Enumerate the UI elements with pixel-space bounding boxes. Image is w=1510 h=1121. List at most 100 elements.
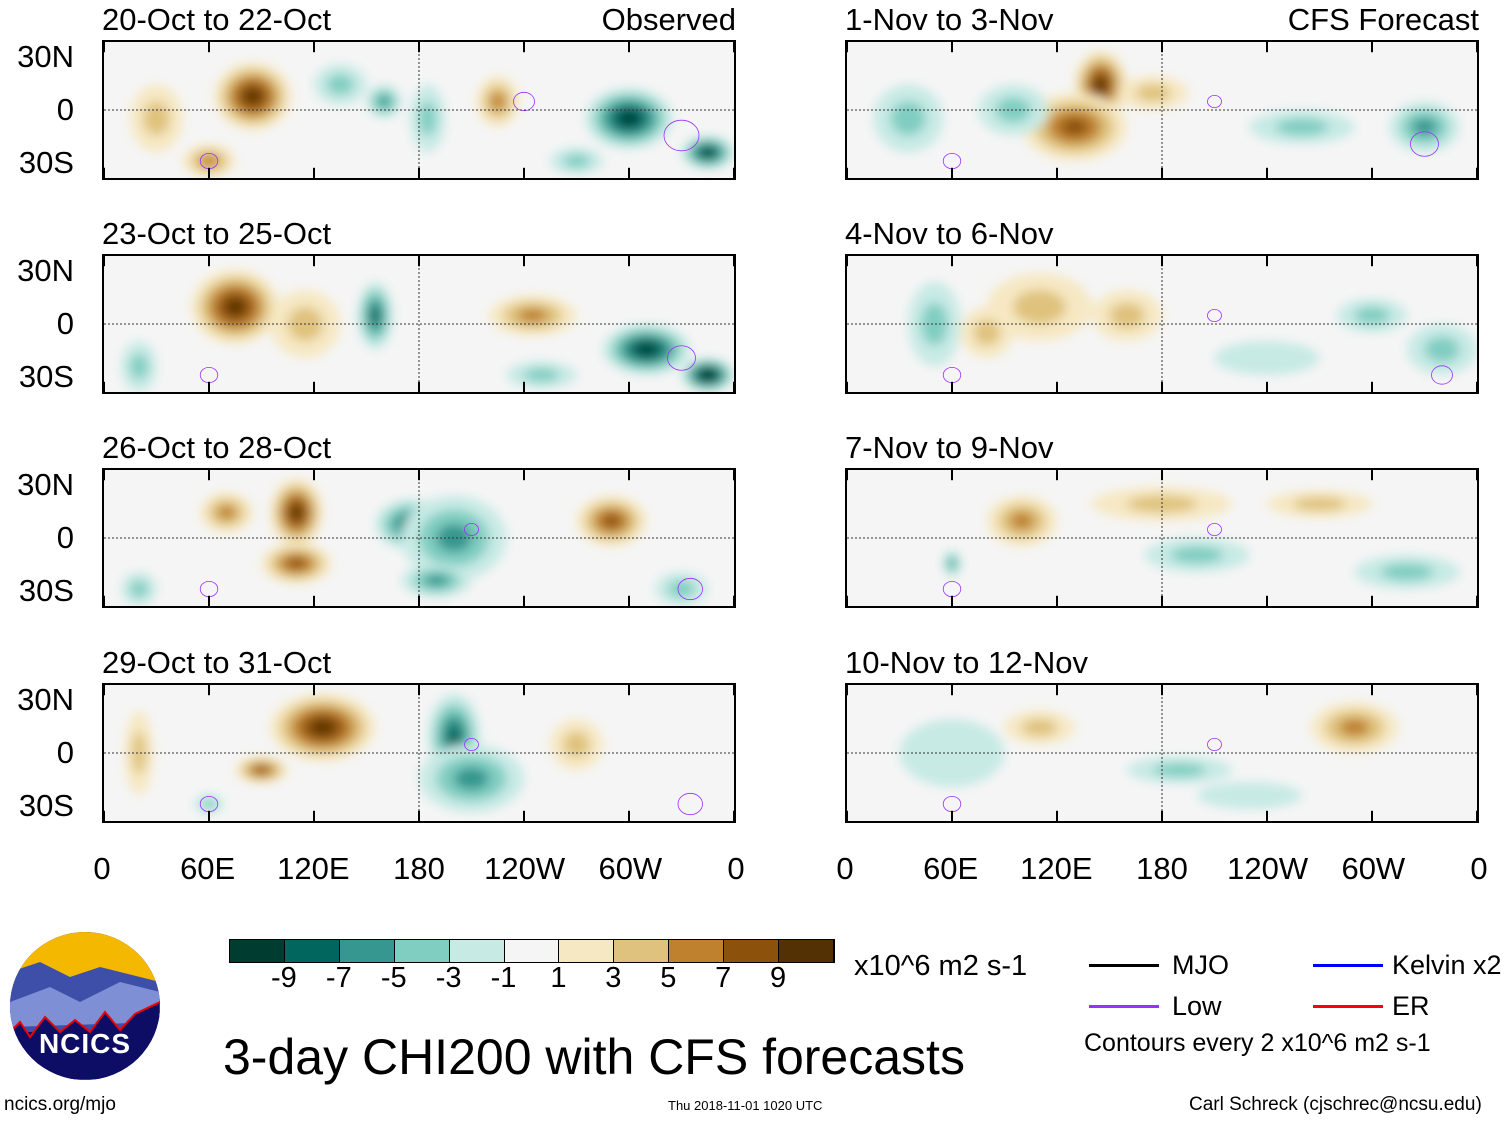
forecast-label: CFS Forecast xyxy=(1287,2,1479,37)
lon-tick-label: 0 xyxy=(836,851,854,886)
anomaly-contour-fill xyxy=(245,89,261,104)
map-panel xyxy=(102,683,736,823)
panel-title: 4-Nov to 6-Nov xyxy=(845,216,1054,251)
colorbar-label: -7 xyxy=(325,962,352,994)
lon-tick-label: 120W xyxy=(484,851,566,886)
low-contour xyxy=(664,120,699,151)
lon-tick-label: 0 xyxy=(93,851,111,886)
colorbar-swatch xyxy=(559,940,615,962)
anomaly-contour-fill xyxy=(1275,118,1329,136)
anomaly-contour-fill xyxy=(287,558,306,569)
lat-tick-label: 0 xyxy=(56,306,74,341)
footer-author: Carl Schreck (cjschrec@ncsu.edu) xyxy=(1189,1094,1482,1115)
low-contour xyxy=(465,523,479,535)
low-contour xyxy=(943,153,961,168)
anomaly-contour-fill xyxy=(143,101,170,136)
low-contour xyxy=(514,92,535,110)
colorbar-swatch xyxy=(724,940,780,962)
contour-note: Contours every 2 x10^6 m2 s-1 xyxy=(1084,1029,1431,1057)
low-contour xyxy=(668,346,696,370)
low-legend-label: Low xyxy=(1172,991,1222,1021)
anomaly-contour-fill xyxy=(973,319,1001,346)
kelvin-legend-line xyxy=(1313,964,1383,967)
anomaly-contour-fill xyxy=(419,101,437,136)
lon-tick-label: 0 xyxy=(727,851,745,886)
map-panel xyxy=(102,468,736,608)
colorbar-label: -9 xyxy=(271,962,297,994)
anomaly-contour-fill xyxy=(524,368,559,382)
mjo-legend-line xyxy=(1089,964,1159,967)
anomaly-contour-fill xyxy=(254,766,269,774)
lon-tick-label: 120W xyxy=(1227,851,1309,886)
ncics-logo: NCICS xyxy=(10,932,160,1080)
low-contour xyxy=(1411,132,1439,156)
lat-tick-label: 30N xyxy=(17,39,74,74)
anomaly-contour-fill xyxy=(995,97,1031,123)
footer-url[interactable]: ncics.org/mjo xyxy=(4,1094,116,1115)
anomaly-contour-fill xyxy=(1170,546,1224,564)
anomaly-contour-fill xyxy=(602,514,621,528)
anomaly-contour-fill xyxy=(226,299,244,315)
anomaly-contour-fill xyxy=(703,372,713,378)
kelvin-legend-label: Kelvin x2 xyxy=(1392,950,1502,980)
low-contour xyxy=(678,793,703,814)
colorbar-swatch xyxy=(394,940,450,962)
anomaly-contour-fill xyxy=(1424,336,1460,363)
colorbar-label: 1 xyxy=(550,962,567,994)
panel-title: 1-Nov to 3-Nov xyxy=(845,2,1054,37)
colorbar-label: -5 xyxy=(380,962,407,994)
anomaly-contour-fill xyxy=(563,154,590,168)
anomaly-contour-fill xyxy=(424,574,449,587)
colorbar-label: 3 xyxy=(605,962,622,994)
low-contour xyxy=(1208,309,1222,321)
lat-tick-label: 30S xyxy=(18,359,74,394)
lon-tick-label: 60W xyxy=(598,851,663,886)
anomaly-contour-fill xyxy=(890,101,926,136)
lat-tick-label: 30N xyxy=(17,682,74,717)
panel-title: 29-Oct to 31-Oct xyxy=(102,645,332,680)
anomaly-contour-fill xyxy=(1354,307,1390,324)
lat-tick-label: 30S xyxy=(18,573,74,608)
map-panel xyxy=(845,254,1479,394)
anomaly-contour-fill xyxy=(132,731,146,775)
footer-timestamp: Thu 2018-11-01 1020 UTC xyxy=(668,1098,823,1113)
low-contour xyxy=(1208,738,1222,750)
colorbar-label: 5 xyxy=(660,962,677,994)
low-legend-line xyxy=(1089,1005,1159,1008)
anomaly-contour-fill xyxy=(949,558,955,569)
er-legend-label: ER xyxy=(1392,991,1430,1021)
colorbar-swatch xyxy=(504,940,560,962)
anomaly-contour-fill xyxy=(1061,118,1088,136)
anomaly-contour-fill xyxy=(1339,719,1370,736)
anomaly-contour-fill xyxy=(202,798,216,810)
map-panel xyxy=(102,254,736,394)
mjo-legend-label: MJO xyxy=(1172,950,1229,980)
colorbar-swatch xyxy=(230,940,285,962)
anomaly-contour-fill xyxy=(563,731,590,758)
low-contour xyxy=(1208,523,1222,535)
anomaly-contour-fill xyxy=(1010,512,1034,530)
low-contour xyxy=(943,796,961,811)
map-panel xyxy=(845,40,1479,180)
colorbar-swatch xyxy=(614,940,670,962)
panel-title: 26-Oct to 28-Oct xyxy=(102,430,332,465)
lon-tick-label: 180 xyxy=(1136,851,1188,886)
lon-tick-label: 120E xyxy=(1020,851,1093,886)
anomaly-contour-fill xyxy=(370,307,380,324)
low-contour xyxy=(200,581,218,596)
low-contour xyxy=(1432,366,1453,384)
anomaly-contour-fill xyxy=(518,308,548,323)
anomaly-contour-fill xyxy=(1293,497,1346,511)
anomaly-contour-fill xyxy=(454,767,489,790)
lat-tick-label: 30S xyxy=(18,145,74,180)
anomaly-contour-fill xyxy=(490,93,505,110)
colorbar-label: 9 xyxy=(770,962,787,994)
anomaly-contour-fill xyxy=(312,720,334,735)
low-contour xyxy=(678,578,703,599)
colorbar-label: -1 xyxy=(490,962,517,994)
lon-tick-label: 60W xyxy=(1341,851,1406,886)
panel-title: 20-Oct to 22-Oct xyxy=(102,2,332,37)
lon-tick-label: 60E xyxy=(180,851,236,886)
anomaly-contour-fill xyxy=(637,344,656,355)
er-legend-line xyxy=(1313,1005,1383,1008)
